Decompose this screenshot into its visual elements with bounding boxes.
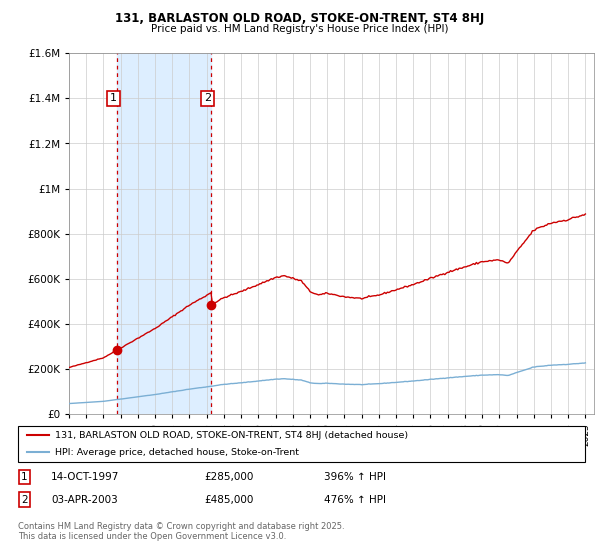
Text: Price paid vs. HM Land Registry's House Price Index (HPI): Price paid vs. HM Land Registry's House … — [151, 24, 449, 34]
Text: 14-OCT-1997: 14-OCT-1997 — [51, 472, 119, 482]
Text: HPI: Average price, detached house, Stoke-on-Trent: HPI: Average price, detached house, Stok… — [55, 447, 299, 456]
Text: 131, BARLASTON OLD ROAD, STOKE-ON-TRENT, ST4 8HJ: 131, BARLASTON OLD ROAD, STOKE-ON-TRENT,… — [115, 12, 485, 25]
Text: Contains HM Land Registry data © Crown copyright and database right 2025.
This d: Contains HM Land Registry data © Crown c… — [18, 522, 344, 542]
Text: 396% ↑ HPI: 396% ↑ HPI — [324, 472, 386, 482]
Text: 1: 1 — [21, 472, 28, 482]
Text: £285,000: £285,000 — [204, 472, 253, 482]
Text: 2: 2 — [21, 494, 28, 505]
Text: 131, BARLASTON OLD ROAD, STOKE-ON-TRENT, ST4 8HJ (detached house): 131, BARLASTON OLD ROAD, STOKE-ON-TRENT,… — [55, 431, 408, 440]
Bar — [117, 53, 211, 414]
FancyBboxPatch shape — [18, 426, 585, 462]
Text: 03-APR-2003: 03-APR-2003 — [51, 494, 118, 505]
Text: 2: 2 — [204, 94, 211, 104]
Text: £485,000: £485,000 — [204, 494, 253, 505]
Text: 1: 1 — [110, 94, 117, 104]
Text: 476% ↑ HPI: 476% ↑ HPI — [324, 494, 386, 505]
